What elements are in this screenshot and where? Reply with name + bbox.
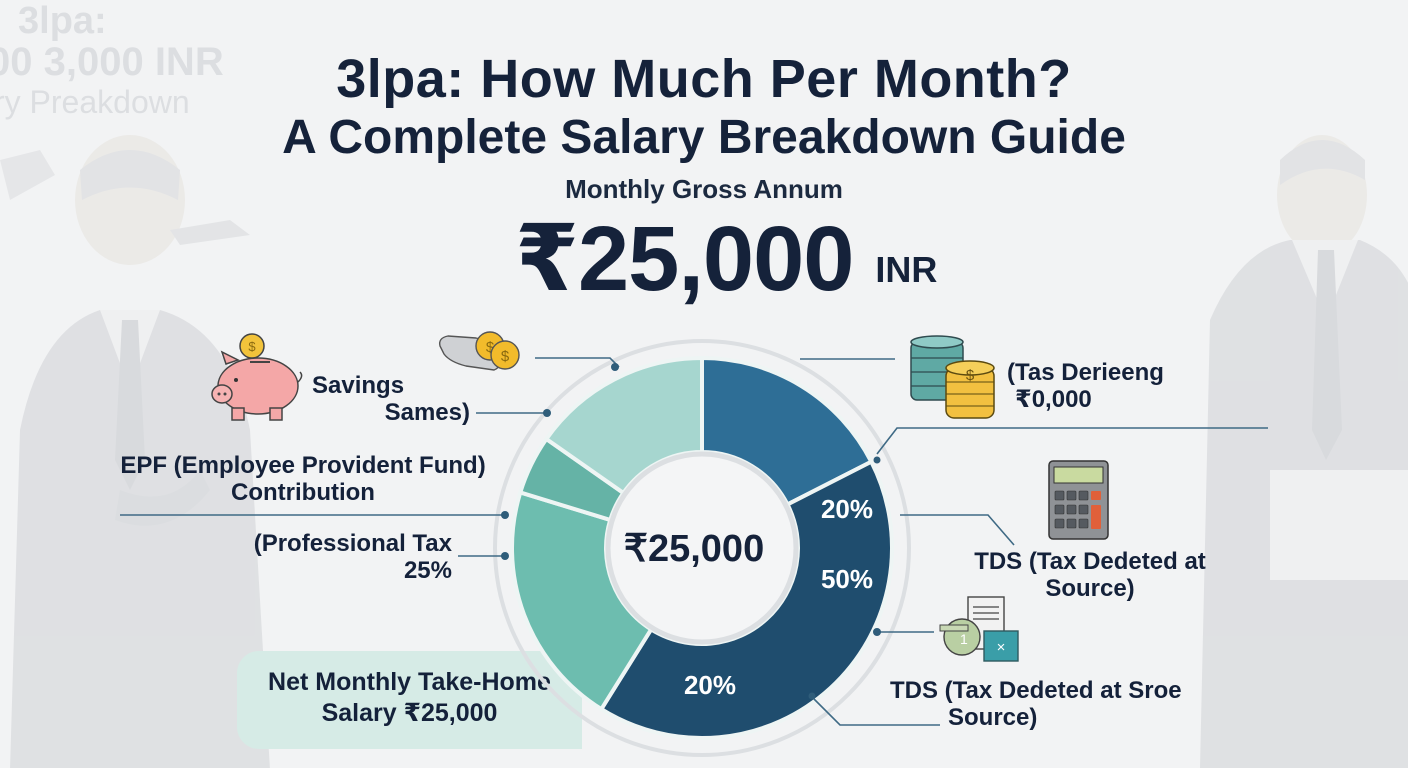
label-professional-tax: (Professional Tax 25% (253, 530, 452, 584)
donut-center-amount: ₹25,000 (624, 528, 764, 570)
takehome-callout-text: Net Monthly Take-Home Salary ₹25,000 (237, 667, 582, 729)
svg-text:$: $ (501, 348, 510, 365)
donut-percent-label: 20% (684, 670, 736, 700)
page-title-line1: 3lpa: How Much Per Month? (336, 49, 1072, 109)
coins-in-hand-icon: $ $ (438, 331, 520, 371)
takehome-line2: Salary ₹25,000 (321, 699, 498, 727)
donut-outer-ring (493, 339, 911, 757)
page-title-line2: A Complete Salary Breakdown Guide (282, 111, 1126, 164)
gross-amount-value: ₹25,000 (515, 208, 854, 310)
gross-amount: ₹25,000 INR (515, 205, 937, 312)
label-epf: EPF (Employee Provident Fund) Contributi… (120, 452, 486, 506)
donut-segments (510, 355, 894, 740)
donut-percent-label: 20% (821, 494, 873, 524)
donut-percent-label: 50% (821, 564, 873, 594)
takehome-callout-box (237, 651, 582, 749)
svg-text:×: × (997, 639, 1006, 656)
label-tas-derieeng: (Tas Derieeng ₹0,000 (1007, 359, 1164, 413)
coin-stack-icon: $ (910, 335, 995, 419)
svg-text:$: $ (248, 339, 256, 354)
label-tds-1: TDS (Tax Dedeted at Source) (974, 548, 1206, 602)
currency-unit: INR (875, 249, 938, 290)
svg-text:$: $ (486, 339, 495, 356)
businessman-left-illustration (0, 135, 270, 768)
label-savings: Savings Sames) (312, 372, 470, 426)
gross-label: Monthly Gross Annum (565, 174, 843, 204)
svg-text:1: 1 (960, 631, 968, 647)
donut-inner-circle (605, 451, 799, 645)
leader-dots (501, 363, 881, 700)
svg-text:$: $ (966, 367, 975, 384)
faded-text-line: ry Preakdown (0, 84, 190, 120)
businessman-right-illustration (1200, 135, 1408, 768)
piggy-bank-icon: $ (211, 333, 303, 421)
faded-text-line: 3lpa: (18, 0, 107, 42)
faded-text-line: 00 3,000 INR (0, 40, 224, 84)
takehome-line1: Net Monthly Take-Home (268, 668, 551, 696)
donut-percent-labels: 20% 50% 20% (684, 494, 873, 700)
label-tds-2: TDS (Tax Dedeted at Sroe Source) (890, 677, 1182, 731)
tax-document-icon: 1 × (939, 596, 1019, 662)
calculator-icon (1048, 460, 1109, 540)
